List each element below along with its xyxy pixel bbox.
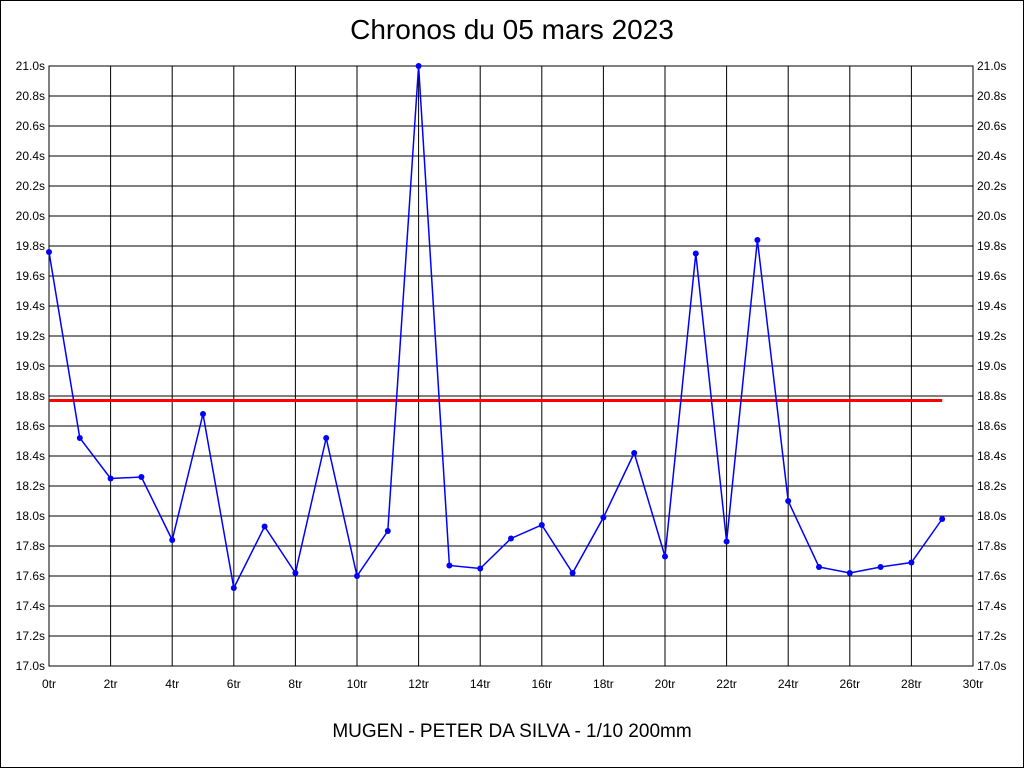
y-tick-label-right: 18.0s [977,509,1006,523]
x-tick-label: 24tr [778,677,799,691]
x-tick-label: 22tr [716,677,737,691]
x-tick-label: 16tr [531,677,552,691]
data-point [508,535,514,542]
x-tick-label: 30tr [963,677,984,691]
data-point [846,570,853,576]
y-tick-label-left: 17.4s [16,599,45,613]
y-tick-label-left: 20.6s [16,119,45,133]
data-point [230,585,237,591]
x-tick-label: 26tr [839,677,860,691]
data-point [754,237,761,243]
y-tick-label-right: 18.8s [977,389,1006,403]
data-point [354,573,360,579]
y-tick-label-left: 18.8s [16,389,45,403]
chart-subtitle: MUGEN - PETER DA SILVA - 1/10 200mm [332,721,692,742]
y-tick-label-right: 20.4s [977,149,1006,163]
y-tick-label-right: 17.2s [977,629,1006,643]
y-tick-label-right: 19.6s [977,269,1006,283]
data-point [939,516,946,522]
y-tick-label-right: 19.2s [977,329,1006,343]
tick-labels: 0tr 2tr 4tr 6tr 8tr 10tr 12tr 14tr 16tr 18tr 20tr 2… [16,59,1007,691]
x-tick-label: 10tr [347,677,368,691]
y-tick-label-right: 19.8s [977,239,1006,253]
data-point [261,523,268,530]
y-tick-label-right: 20.0s [977,209,1006,223]
plot-border [48,65,974,667]
data-point [538,522,545,528]
data-point [723,538,730,545]
y-tick-label-right: 18.6s [977,419,1006,433]
y-tick-label-right: 20.8s [977,89,1006,103]
y-tick-label-left: 20.2s [16,179,45,193]
data-point [46,249,52,255]
data-point [631,450,638,456]
y-tick-label-left: 19.2s [16,329,45,343]
chart-title: Chronos du 05 mars 2023 [350,14,674,45]
data-point [138,474,145,480]
y-tick-label-left: 18.4s [16,449,45,463]
y-tick-label-left: 19.8s [16,239,45,253]
y-tick-label-right: 17.0s [977,659,1006,673]
data-point [877,564,884,570]
data-point [384,528,391,534]
y-tick-label-left: 19.6s [16,269,45,283]
y-tick-label-right: 20.2s [977,179,1006,193]
series-line [48,65,943,591]
data-point [816,564,822,570]
x-tick-label: 28tr [901,677,922,691]
y-tick-label-left: 20.8s [16,89,45,103]
data-point [692,250,699,257]
data-point [662,553,668,560]
y-tick-label-right: 17.8s [977,539,1006,553]
data-point [908,559,915,566]
y-tick-label-left: 17.6s [16,569,45,583]
data-point [785,498,792,504]
y-tick-label-left: 17.2s [16,629,45,643]
y-tick-label-left: 17.0s [16,659,45,673]
x-tick-label: 12tr [408,677,429,691]
y-tick-label-right: 20.6s [977,119,1006,133]
data-point [415,63,422,69]
data-point [323,435,330,441]
y-tick-label-left: 19.4s [16,299,45,313]
y-tick-label-left: 19.0s [16,359,45,373]
y-tick-label-left: 21.0s [16,59,45,73]
y-tick-label-left: 18.6s [16,419,45,433]
series-layer [46,63,946,591]
y-tick-label-left: 20.0s [16,209,45,223]
data-point [169,537,176,543]
y-tick-label-right: 18.4s [977,449,1006,463]
data-point [569,570,576,576]
x-tick-label: 2tr [104,677,118,691]
y-tick-label-right: 17.6s [977,569,1006,583]
y-tick-label-left: 20.4s [16,149,45,163]
y-tick-label-right: 19.0s [977,359,1006,373]
data-point [292,570,299,576]
x-tick-label: 6tr [227,677,241,691]
data-point [76,435,83,441]
data-point [200,411,206,417]
x-tick-label: 4tr [165,677,179,691]
y-tick-label-left: 18.2s [16,479,45,493]
y-tick-label-left: 18.0s [16,509,45,523]
y-tick-label-right: 21.0s [977,59,1006,73]
y-tick-label-right: 19.4s [977,299,1006,313]
data-point [446,562,453,569]
x-tick-label: 8tr [288,677,302,691]
y-tick-label-right: 17.4s [977,599,1006,613]
data-point [477,565,484,572]
data-point [600,514,607,521]
x-tick-label: 18tr [593,677,614,691]
x-tick-label: 0tr [42,677,56,691]
grid [48,65,974,667]
data-point [107,475,114,482]
y-tick-label-left: 17.8s [16,539,45,553]
x-tick-label: 20tr [655,677,676,691]
x-tick-label: 14tr [470,677,491,691]
y-tick-label-right: 18.2s [977,479,1006,493]
